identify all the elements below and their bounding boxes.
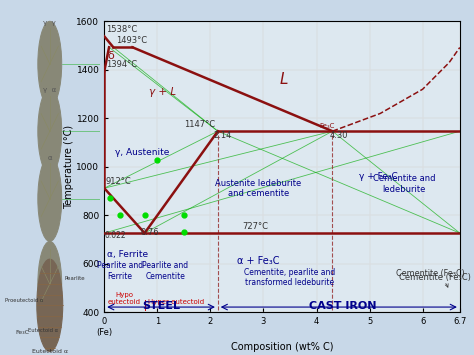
Text: Proeutectoid α: Proeutectoid α [5, 298, 43, 303]
Text: Cementite (Fe₃C): Cementite (Fe₃C) [396, 269, 465, 287]
Text: 0.76: 0.76 [140, 228, 159, 237]
Text: γ  α: γ α [43, 87, 56, 93]
Circle shape [37, 259, 63, 351]
Text: Hyper eutectoid: Hyper eutectoid [148, 299, 204, 305]
Text: Fe₃C: Fe₃C [319, 123, 335, 129]
Text: 1493°C: 1493°C [116, 36, 147, 45]
Text: 0.022: 0.022 [104, 231, 126, 240]
Text: γ + L: γ + L [149, 87, 176, 97]
Text: 1394°C: 1394°C [106, 60, 137, 69]
Text: Fe₃C: Fe₃C [15, 330, 29, 335]
Text: Hypo
eutectoid: Hypo eutectoid [108, 292, 141, 305]
Text: Eutectoid α: Eutectoid α [28, 328, 58, 333]
Text: 1147°C: 1147°C [184, 120, 215, 129]
Text: δ: δ [108, 51, 114, 61]
Text: Cementite (Fe₃C): Cementite (Fe₃C) [399, 273, 471, 282]
Text: γ  γ: γ γ [44, 20, 56, 26]
Text: 1538°C: 1538°C [106, 25, 137, 34]
Text: γ, Austenite: γ, Austenite [115, 148, 169, 157]
Circle shape [38, 89, 62, 174]
Circle shape [38, 241, 62, 327]
Y-axis label: Temperature (°C): Temperature (°C) [64, 125, 73, 209]
Text: Pearlite and
Cementite: Pearlite and Cementite [142, 262, 188, 281]
Text: 4.30: 4.30 [330, 131, 348, 140]
Text: Cementite and
ledeburite: Cementite and ledeburite [373, 174, 435, 193]
Text: Austenite ledeburite
and cementite: Austenite ledeburite and cementite [215, 179, 301, 198]
Text: 2.14: 2.14 [213, 131, 231, 140]
Text: α + Fe₃C: α + Fe₃C [237, 256, 280, 267]
Text: α: α [47, 155, 52, 161]
Text: 912°C: 912°C [106, 177, 132, 186]
Text: STEEL: STEEL [142, 301, 180, 311]
Text: α, Ferrite: α, Ferrite [107, 250, 148, 259]
Text: 727°C: 727°C [242, 222, 268, 231]
Circle shape [38, 21, 62, 106]
Text: Eutectoid α: Eutectoid α [32, 349, 68, 354]
Circle shape [38, 156, 62, 241]
Text: L: L [279, 72, 288, 87]
Text: Cementite, pearlite and
transformed ledeburite: Cementite, pearlite and transformed lede… [245, 268, 336, 287]
Text: Pearlite: Pearlite [64, 277, 85, 282]
X-axis label: Composition (wt% C): Composition (wt% C) [231, 342, 333, 352]
Text: CAST IRON: CAST IRON [310, 301, 377, 311]
Text: γ + Fe₃C: γ + Fe₃C [359, 172, 398, 181]
Text: Pearlite and
Ferrite: Pearlite and Ferrite [97, 262, 143, 281]
